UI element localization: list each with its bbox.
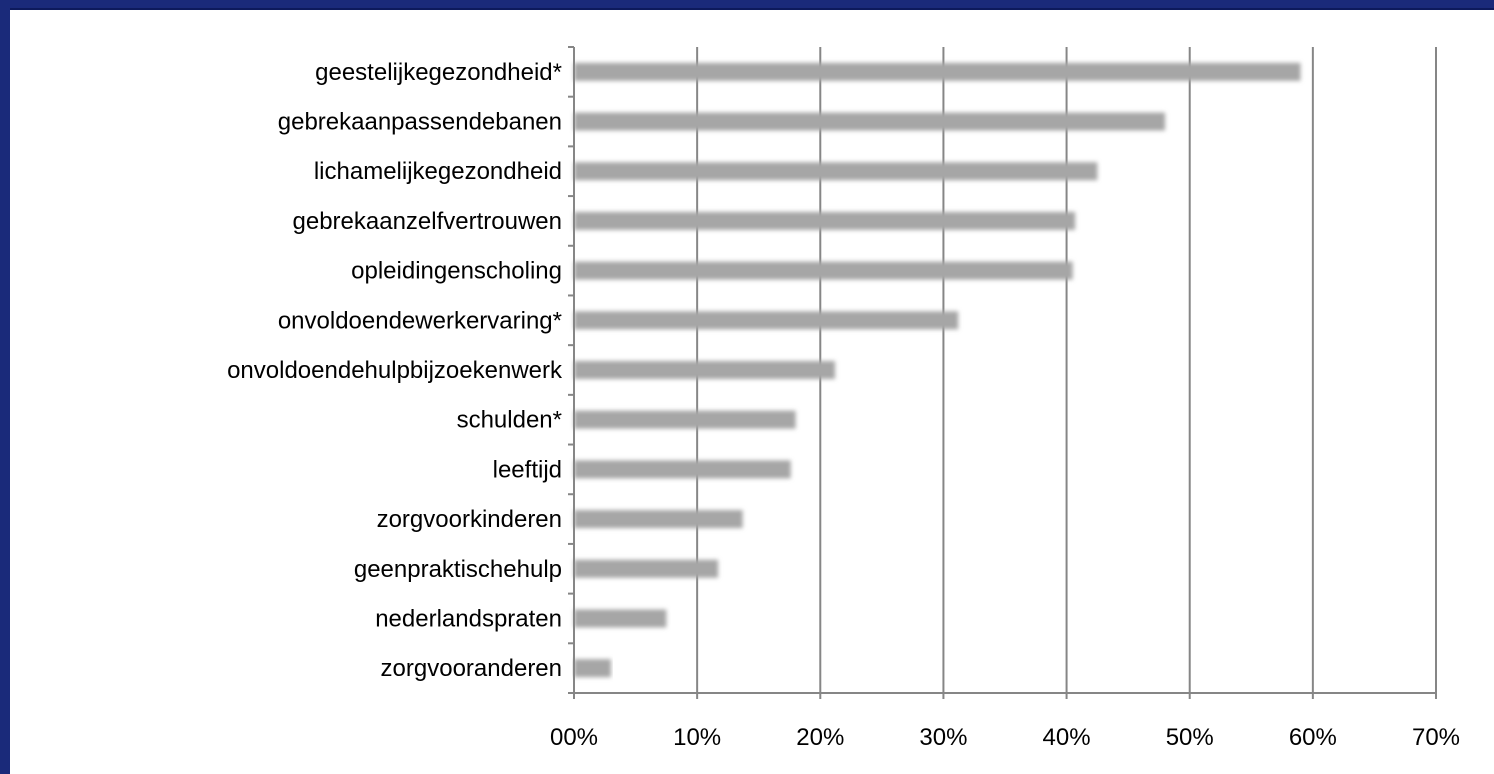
category-label: geestelijkegezondheid*	[315, 59, 562, 86]
category-label: zorgvooranderen	[381, 655, 562, 682]
bar-12	[574, 659, 611, 677]
category-label: lichamelijkegezondheid	[314, 158, 562, 185]
x-tick-label: 00%	[550, 724, 598, 751]
tick-labels: 00% 10% 20% 30% 40% 50% 60% 70%	[550, 724, 1460, 751]
category-labels: geestelijkegezondheid* gebrekaanpasse…	[227, 59, 563, 682]
bar-6	[574, 361, 835, 379]
x-tick-label: 20%	[796, 724, 844, 751]
bar-9	[574, 510, 743, 528]
bar-chart: geestelijkegezondheid* gebrekaanpasse…	[10, 10, 1494, 774]
category-label: onvoldoendehulpbijzoekenwerk	[227, 357, 563, 384]
x-tick-label: 70%	[1412, 724, 1460, 751]
bar-3	[574, 212, 1075, 230]
category-label: opleidingenscholing	[351, 258, 562, 285]
bar-7	[574, 411, 796, 429]
bar-1	[574, 113, 1165, 131]
category-label: onvoldoendewerkervaring*	[278, 307, 562, 334]
category-label: leeftijd	[493, 456, 562, 483]
bar-5	[574, 311, 958, 329]
x-tick-label: 50%	[1166, 724, 1214, 751]
category-label: nederlandspraten	[375, 605, 562, 632]
bar-4	[574, 262, 1073, 280]
category-label: zorgvoorkinderen	[377, 506, 562, 533]
category-label: gebrekaanzelfvertrouwen	[293, 208, 563, 235]
x-tick-label: 10%	[673, 724, 721, 751]
x-tick-label: 60%	[1289, 724, 1337, 751]
bars	[574, 63, 1301, 677]
category-label: gebrekaanpassendebanen	[278, 109, 562, 136]
category-label: schulden*	[457, 407, 562, 434]
bar-11	[574, 609, 666, 627]
bar-8	[574, 460, 791, 478]
bar-10	[574, 560, 718, 578]
category-label: geenpraktischehulp	[354, 556, 562, 583]
chart-panel: geestelijkegezondheid* gebrekaanpasse…	[10, 8, 1494, 774]
bar-0	[574, 63, 1301, 81]
x-tick-label: 40%	[1043, 724, 1091, 751]
bar-2	[574, 162, 1097, 180]
x-tick-label: 30%	[919, 724, 967, 751]
